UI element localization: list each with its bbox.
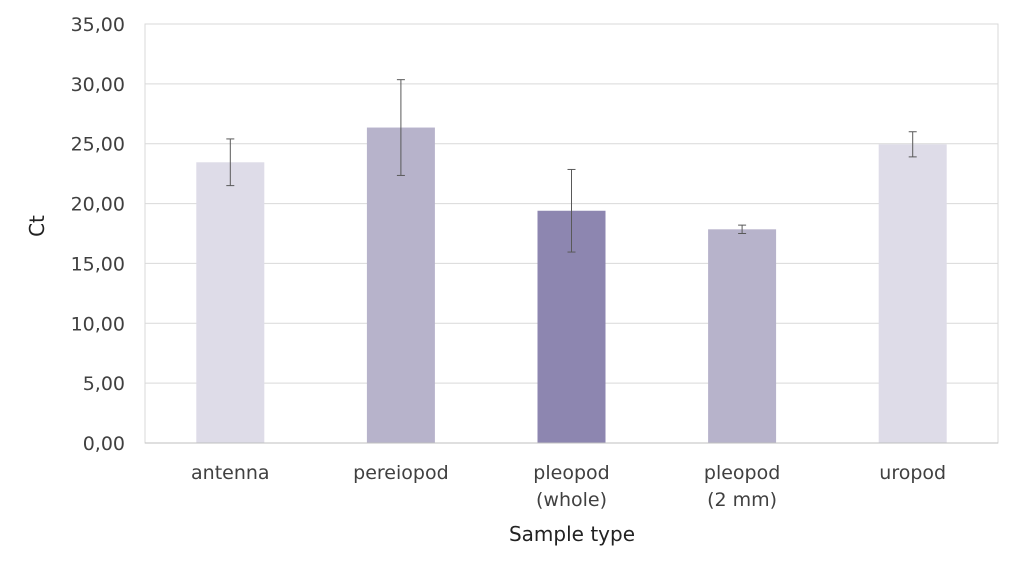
y-tick-label: 5,00	[83, 373, 125, 395]
y-tick-label: 25,00	[71, 134, 125, 156]
y-tick-label: 15,00	[71, 253, 125, 275]
x-axis-title: Sample type	[509, 522, 635, 546]
y-tick-label: 20,00	[71, 194, 125, 216]
y-axis-title: Ct	[25, 215, 49, 237]
y-tick-label: 10,00	[71, 313, 125, 335]
y-tick-label: 30,00	[71, 74, 125, 96]
bar	[878, 144, 947, 443]
x-tick-label: antenna	[191, 462, 270, 484]
y-tick-label: 0,00	[83, 433, 125, 455]
bar	[196, 162, 265, 443]
x-tick-label: pereiopod	[353, 462, 448, 484]
x-tick-label: pleopod (2 mm)	[704, 462, 780, 511]
bar	[366, 127, 435, 443]
x-tick-label: uropod	[879, 462, 946, 484]
y-tick-label: 35,00	[71, 14, 125, 36]
bar	[708, 229, 777, 443]
x-tick-label: pleopod (whole)	[533, 462, 609, 511]
